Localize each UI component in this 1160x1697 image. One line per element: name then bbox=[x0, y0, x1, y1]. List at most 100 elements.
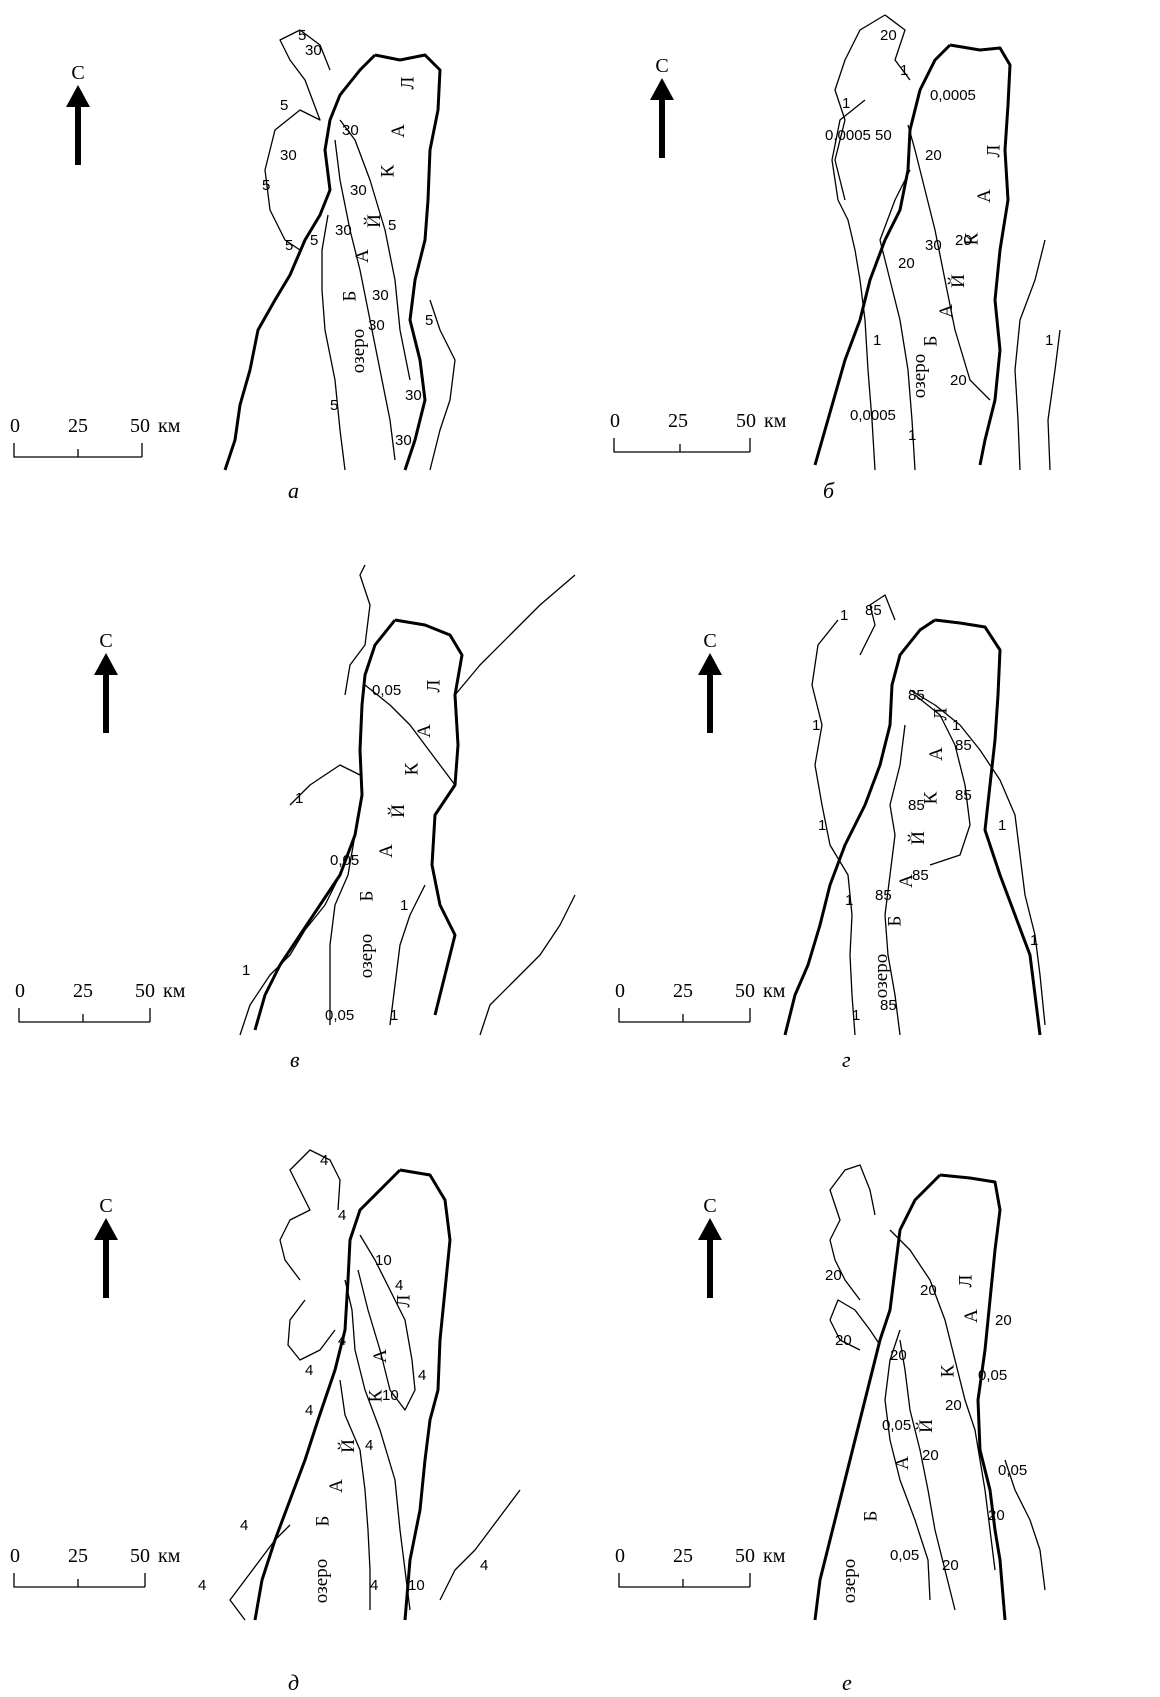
scale-label-50: 50 bbox=[735, 980, 755, 1002]
scale-bar: 0 25 50 км bbox=[0, 415, 200, 465]
isoline-label: 5 bbox=[298, 27, 306, 44]
scale-label-0: 0 bbox=[10, 1545, 20, 1567]
scale-label-0: 0 bbox=[15, 980, 25, 1002]
north-label: С bbox=[99, 1195, 113, 1217]
scale-label-50: 50 bbox=[135, 980, 155, 1002]
isoline-label: 20 bbox=[945, 1397, 962, 1414]
map-panel-a: С 0 25 50 км 5 30 5 30 5 30 30 30 5 5 30… bbox=[0, 0, 580, 565]
isoline-label: 5 bbox=[388, 217, 396, 234]
isoline-label: 4 bbox=[198, 1577, 206, 1594]
map-drawing: 20 20 20 20 0,05 20 0,05 20 0,05 20 20 0… bbox=[813, 1164, 1046, 1621]
map-panel-e: С 0 25 50 км 20 20 20 20 0,05 20 0,05 20… bbox=[590, 1130, 1160, 1695]
panel-caption: д bbox=[288, 1670, 300, 1695]
lake-letter: К bbox=[961, 232, 983, 246]
isoline-label: 4 bbox=[305, 1402, 313, 1419]
scale-label-25: 25 bbox=[673, 980, 693, 1002]
scale-unit: км bbox=[158, 1545, 181, 1567]
lake-letter: Б bbox=[920, 335, 942, 347]
lake-letter: А bbox=[960, 1309, 982, 1323]
isoline-label: 20 bbox=[950, 372, 967, 389]
isoline-label: 30 bbox=[405, 387, 422, 404]
isoline-label: 1 bbox=[390, 1007, 398, 1024]
isoline-label: 85 bbox=[880, 997, 897, 1014]
isoline-label: 1 bbox=[242, 962, 250, 979]
isoline-label: 1 bbox=[873, 332, 881, 349]
lake-letter: Л bbox=[397, 76, 419, 90]
isoline-label: 1 bbox=[295, 790, 303, 807]
isoline-label: 1 bbox=[818, 817, 826, 834]
isoline-label: 20 bbox=[825, 1267, 842, 1284]
isoline-label: 10 bbox=[375, 1252, 392, 1269]
isoline-label: 0,0005 bbox=[930, 87, 976, 104]
isoline-label: 30 bbox=[372, 287, 389, 304]
isoline-label: 20 bbox=[835, 1332, 852, 1349]
isoline-label: 10 bbox=[382, 1387, 399, 1404]
map-panel-v: С 0 25 50 км 0,05 1 0,05 1 1 0,05 1 озер… bbox=[0, 565, 580, 1130]
map-drawing: 20 1 0,0005 1 50 20 0,0005 30 20 20 1 1 … bbox=[813, 14, 1061, 471]
scale-bar: 0 25 50 км bbox=[605, 980, 805, 1030]
map-panel-d: С 0 25 50 км 4 4 10 4 4 10 4 4 4 4 4 10 … bbox=[0, 1130, 580, 1695]
isoline-label: 20 bbox=[942, 1557, 959, 1574]
scale-label-25: 25 bbox=[73, 980, 93, 1002]
isoline-label: 30 bbox=[342, 122, 359, 139]
scale-line bbox=[13, 1573, 146, 1588]
isoline-label: 20 bbox=[898, 255, 915, 272]
scale-unit: км bbox=[763, 980, 786, 1002]
lake-letter: К bbox=[920, 791, 942, 805]
scale-label-50: 50 bbox=[735, 1545, 755, 1567]
scale-unit: км bbox=[158, 415, 181, 437]
isoline-label: 4 bbox=[305, 1362, 313, 1379]
isoline-label: 1 bbox=[1030, 932, 1038, 949]
scale-label-50: 50 bbox=[130, 415, 150, 437]
scale-label-0: 0 bbox=[615, 1545, 625, 1567]
lake-letter: А bbox=[325, 1479, 347, 1493]
isoline-label: 5 bbox=[280, 97, 288, 114]
panel-caption: а bbox=[288, 478, 299, 503]
isoline-label: 30 bbox=[350, 182, 367, 199]
scale-label-0: 0 bbox=[610, 410, 620, 432]
isoline-label: 1 bbox=[812, 717, 820, 734]
scale-line bbox=[13, 443, 143, 458]
lake-letter: А bbox=[351, 249, 373, 263]
north-label: С bbox=[703, 630, 717, 652]
isoline-label: 85 bbox=[955, 737, 972, 754]
panel-caption: г bbox=[842, 1047, 851, 1072]
lake-letter: Б bbox=[356, 890, 378, 902]
isoline-label: 1 bbox=[900, 62, 908, 79]
lake-letter: Й bbox=[947, 274, 969, 288]
north-label: С bbox=[655, 55, 669, 77]
lake-letter: А bbox=[387, 124, 409, 138]
isoline-label: 0,0005 bbox=[850, 407, 896, 424]
scale-label-50: 50 bbox=[130, 1545, 150, 1567]
isoline-label: 20 bbox=[920, 1282, 937, 1299]
scale-unit: км bbox=[764, 410, 787, 432]
lake-word: озеро bbox=[839, 1558, 861, 1604]
lake-letter: Б bbox=[860, 1510, 882, 1522]
lake-letter: Л bbox=[983, 144, 1005, 158]
scale-unit: км bbox=[763, 1545, 786, 1567]
isoline-label: 30 bbox=[280, 147, 297, 164]
map-panel-b: С 0 25 50 км 20 1 0,0005 1 50 20 0,0005 … bbox=[590, 0, 1160, 565]
isoline-label: 1 bbox=[845, 892, 853, 909]
isoline-label: 5 bbox=[425, 312, 433, 329]
isoline-label: 0,05 bbox=[882, 1417, 911, 1434]
isoline-label: 20 bbox=[995, 1312, 1012, 1329]
scale-label-0: 0 bbox=[615, 980, 625, 1002]
scale-label-25: 25 bbox=[68, 415, 88, 437]
panel-caption: е bbox=[842, 1670, 852, 1695]
north-arrow: С bbox=[690, 630, 730, 748]
isoline-label: 30 bbox=[335, 222, 352, 239]
isoline-label: 0,05 bbox=[978, 1367, 1007, 1384]
isoline-label: 1 bbox=[998, 817, 1006, 834]
lake-letter: А bbox=[413, 724, 435, 738]
lake-letter: Л bbox=[955, 1274, 977, 1288]
scale-bar: 0 25 50 км bbox=[605, 1545, 805, 1595]
north-arrow: С bbox=[690, 1195, 730, 1313]
lake-letter: А bbox=[369, 1349, 391, 1363]
scale-label-0: 0 bbox=[10, 415, 20, 437]
isoline-label: 20 bbox=[890, 1347, 907, 1364]
lake-letter: А bbox=[925, 747, 947, 761]
north-arrow: С bbox=[86, 1195, 126, 1313]
scale-line bbox=[613, 438, 751, 453]
scale-label-25: 25 bbox=[668, 410, 688, 432]
